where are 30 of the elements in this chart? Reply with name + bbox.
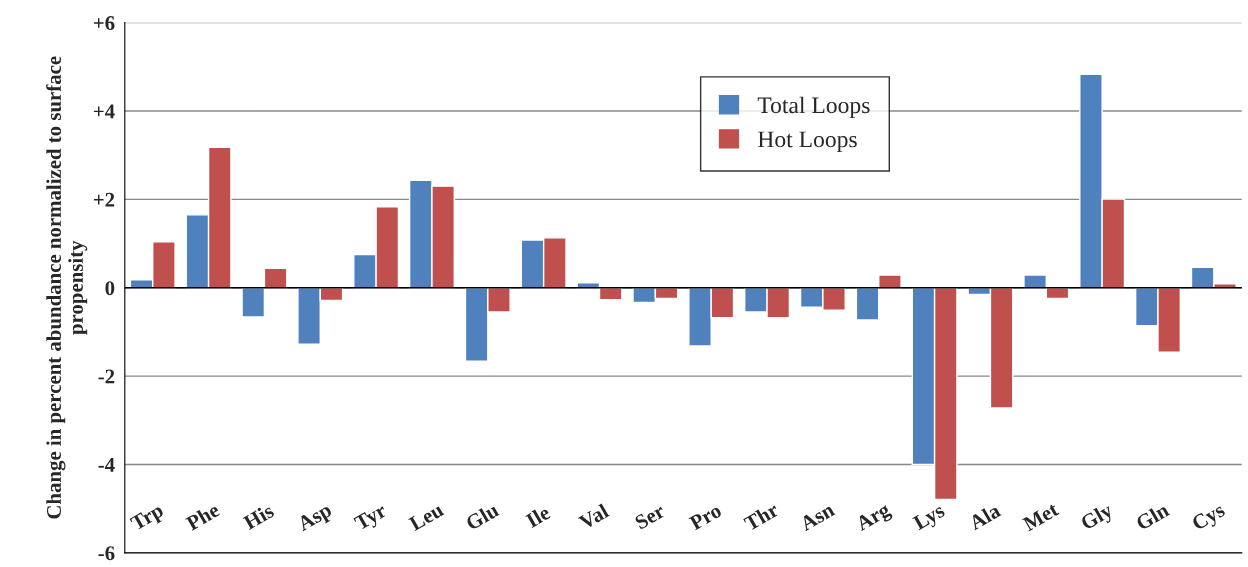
x-tick-label: Ile <box>524 504 552 529</box>
y-tick-label: -4 <box>98 457 115 472</box>
x-tick-label: Arg <box>854 501 894 536</box>
x-tick-label: Gly <box>1079 502 1116 535</box>
x-tick-label: Pro <box>688 503 723 531</box>
y-tick-label: +2 <box>93 192 115 207</box>
x-tick-label: Ser <box>634 503 666 530</box>
y-tick-label: +4 <box>93 104 115 119</box>
x-tick-label: Met <box>1022 501 1060 532</box>
y-tick-label: -2 <box>98 369 115 384</box>
y-tick-label: +6 <box>93 16 115 31</box>
x-tick-label: Tyr <box>353 502 390 535</box>
x-tick-label: Ala <box>967 502 1002 531</box>
y-tick-label: -6 <box>98 546 115 561</box>
x-tick-label: Phe <box>184 501 221 531</box>
x-tick-label: His <box>242 502 275 531</box>
y-axis-title: Change in percent abundance normalized to surface propensity <box>46 56 88 519</box>
x-tick-label: Asn <box>798 502 836 532</box>
x-tick-label: Gln <box>1134 501 1171 531</box>
x-tick-label: Thr <box>742 501 780 532</box>
x-tick-label: Cys <box>1191 502 1228 535</box>
y-tick-label: 0 <box>105 281 115 296</box>
x-tick-label: Glu <box>464 501 500 531</box>
legend-label: Total Loops <box>757 96 870 119</box>
x-tick-label: Asp <box>296 502 335 536</box>
x-tick-label: Trp <box>129 502 167 535</box>
x-tick-label: Leu <box>408 502 445 532</box>
x-tick-label: Val <box>577 502 610 531</box>
legend-label: Hot Loops <box>757 131 857 153</box>
x-tick-label: Lys <box>912 503 948 535</box>
